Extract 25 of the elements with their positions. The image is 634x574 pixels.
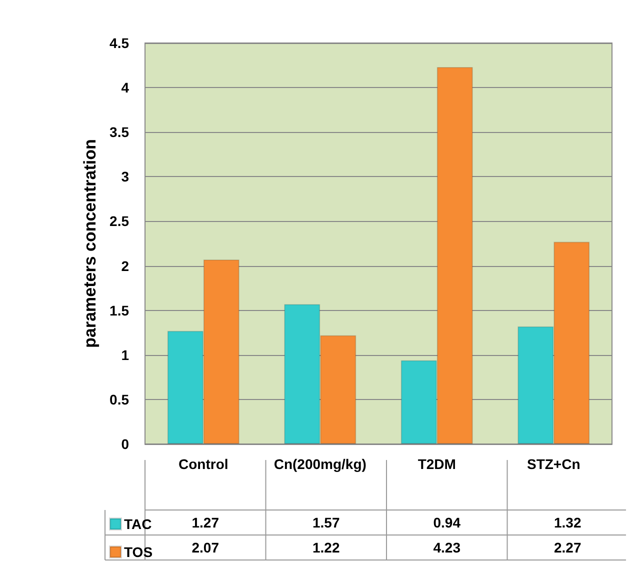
data-label: 1.32 xyxy=(554,514,582,530)
legend-label: TOS xyxy=(124,544,153,560)
x-tick-label: STZ+Cn xyxy=(526,456,580,472)
x-tick-label: T2DM xyxy=(418,456,456,472)
x-tick-label: Control xyxy=(178,456,228,472)
data-label: 2.27 xyxy=(554,540,582,556)
y-tick-label: 3.5 xyxy=(110,124,130,140)
data-label: 1.57 xyxy=(312,514,340,530)
data-label: 0.94 xyxy=(433,514,461,530)
y-tick-label: 0.5 xyxy=(110,391,130,408)
data-label: 1.22 xyxy=(312,540,340,556)
legend-label: TAC xyxy=(124,516,152,532)
y-axis-title: parameters concentration xyxy=(80,139,100,348)
y-tick-label: 4 xyxy=(121,80,130,96)
data-label: 1.27 xyxy=(192,514,220,530)
data-label: 2.07 xyxy=(192,540,220,556)
y-tick-label: 1.5 xyxy=(110,302,130,318)
y-tick-label: 2.5 xyxy=(110,213,130,230)
y-tick-label: 1 xyxy=(121,346,130,363)
data-label: 4.23 xyxy=(433,540,461,556)
x-tick-label: Cn(200mg/kg) xyxy=(274,456,366,472)
y-tick-label: 3 xyxy=(121,168,130,185)
y-tick-label: 2 xyxy=(121,258,130,274)
y-tick-label: 0 xyxy=(121,436,130,452)
y-tick-label: 4.5 xyxy=(110,35,130,51)
